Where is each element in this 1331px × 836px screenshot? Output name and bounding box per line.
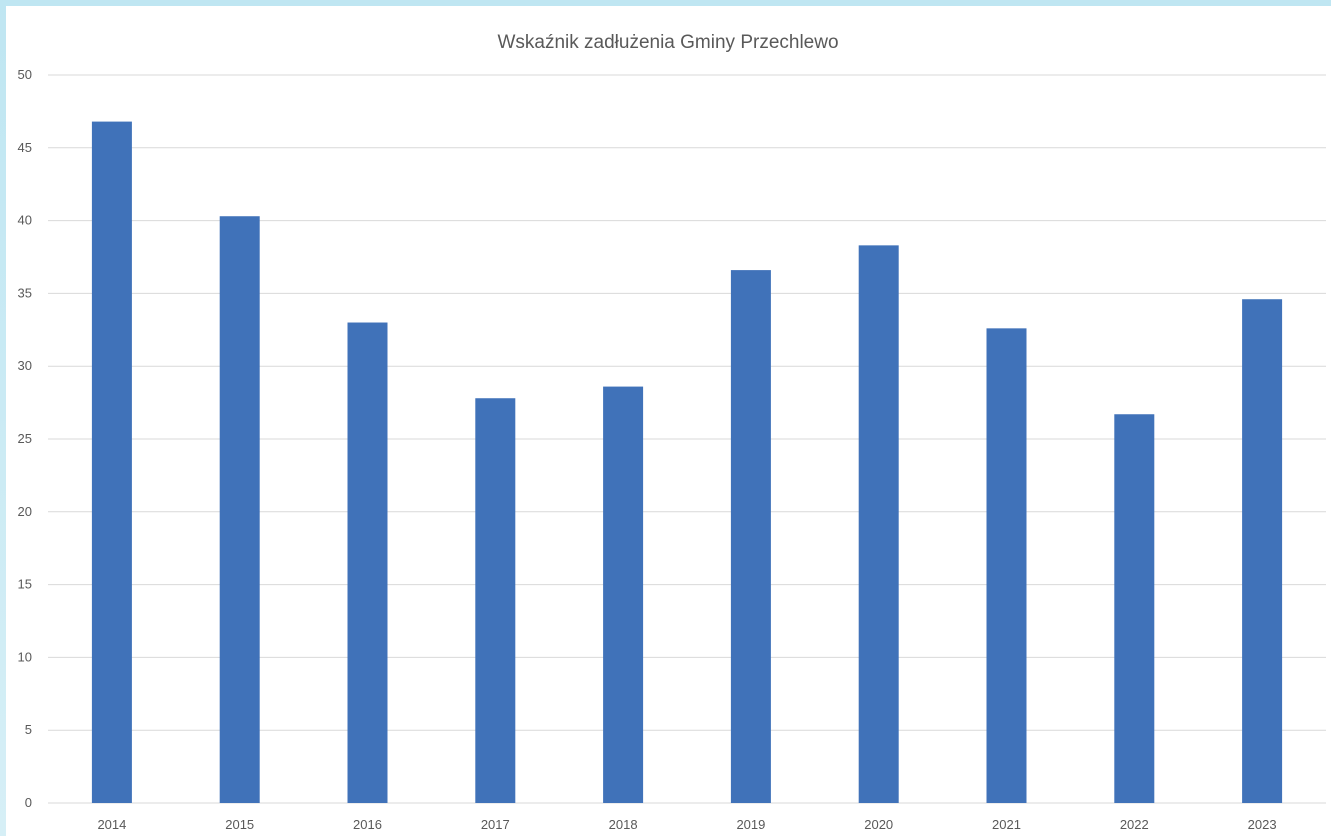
y-tick-label: 40: [18, 213, 32, 228]
x-tick-label: 2018: [609, 817, 638, 832]
bar-2015: [219, 216, 260, 803]
x-tick-label: 2016: [353, 817, 382, 832]
x-tick-label: 2021: [992, 817, 1021, 832]
y-tick-label: 50: [18, 67, 32, 82]
y-tick-label: 35: [18, 285, 32, 300]
y-tick-label: 25: [18, 431, 32, 446]
bars: [91, 121, 1283, 804]
bar-2014: [91, 121, 132, 804]
bar-2016: [347, 322, 388, 803]
bar-2020: [858, 245, 899, 804]
chart-title: Wskaźnik zadłużenia Gminy Przechlewo: [497, 32, 838, 53]
x-tick-label: 2022: [1120, 817, 1149, 832]
x-axis-ticks: 2014 2015 2016 2017 2018 2019 2020 2021 2022 2023: [97, 817, 1276, 832]
y-axis-ticks: 0 5 10 15 20 25 30 35 40 45 50: [18, 67, 32, 810]
bar-2021: [986, 328, 1027, 803]
bar-chart: Wskaźnik zadłużenia Gminy Przechlewo 0 5 1…: [18, 32, 1326, 832]
bar-2022: [1114, 414, 1155, 803]
y-tick-label: 5: [25, 722, 32, 737]
bar-2019: [730, 270, 771, 803]
y-tick-label: 0: [25, 795, 32, 810]
bar-2023: [1242, 299, 1283, 803]
x-tick-label: 2023: [1248, 817, 1277, 832]
gridlines: [48, 74, 1326, 804]
y-tick-label: 10: [18, 649, 32, 664]
x-tick-label: 2017: [481, 817, 510, 832]
x-tick-label: 2019: [736, 817, 765, 832]
x-tick-label: 2020: [864, 817, 893, 832]
bar-2018: [603, 386, 644, 803]
bar-2017: [475, 398, 516, 803]
x-tick-label: 2014: [97, 817, 126, 832]
x-tick-label: 2015: [225, 817, 254, 832]
y-tick-label: 15: [18, 577, 32, 592]
y-tick-label: 20: [18, 504, 32, 519]
y-tick-label: 30: [18, 358, 32, 373]
y-tick-label: 45: [18, 140, 32, 155]
chart-area: Wskaźnik zadłużenia Gminy Przechlewo 0 5 1…: [6, 6, 1331, 836]
